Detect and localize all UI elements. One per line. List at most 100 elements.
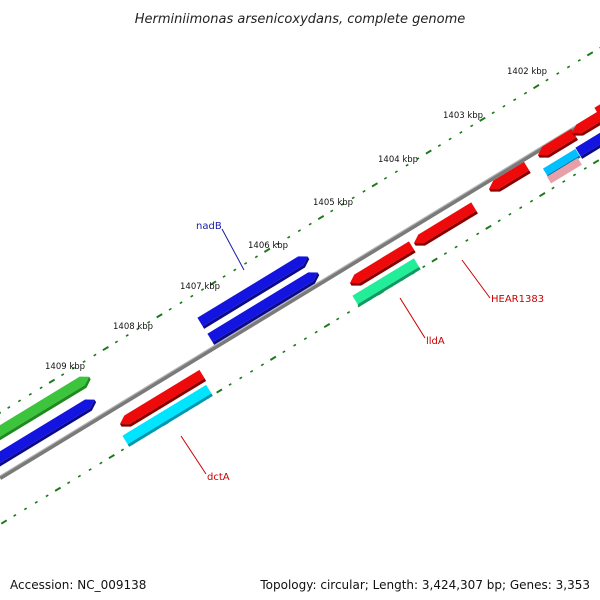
minor-tick	[168, 307, 172, 311]
minor-tick	[260, 363, 265, 367]
major-tick	[0, 519, 8, 525]
gene-red-dctA-upper[interactable]	[117, 369, 207, 431]
minor-tick	[562, 180, 566, 183]
major-tick	[210, 280, 217, 286]
minor-tick	[114, 340, 119, 344]
minor-tick	[529, 199, 534, 203]
gene-label-lldA[interactable]: lldA	[426, 336, 445, 347]
major-tick	[156, 313, 163, 319]
minor-tick	[523, 91, 528, 95]
minor-tick	[443, 252, 448, 255]
minor-tick	[551, 186, 555, 190]
major-tick	[317, 215, 325, 221]
major-tick	[108, 454, 115, 460]
gene-nadB-fwd[interactable]	[197, 252, 311, 329]
gene-pink-small[interactable]	[546, 157, 582, 184]
minor-tick	[405, 163, 409, 167]
gene-label-nadB[interactable]: nadB	[196, 221, 222, 232]
gene-green-fwd[interactable]	[0, 372, 93, 444]
minor-tick	[233, 268, 237, 272]
gene-label-dctA[interactable]: dctA	[207, 472, 230, 483]
major-tick	[54, 486, 62, 492]
minor-tick	[71, 366, 76, 370]
minor-tick	[276, 242, 280, 246]
gene-blue-edge[interactable]	[575, 132, 600, 159]
minor-tick	[308, 222, 312, 226]
minor-tick	[502, 104, 506, 108]
minor-tick	[228, 383, 232, 386]
minor-tick	[45, 494, 49, 498]
gene-blue-2[interactable]	[0, 395, 99, 469]
scale-label-1402: 1402 kbp	[507, 67, 547, 77]
scale-label-1407: 1407 kbp	[180, 282, 220, 292]
scale-label-1408: 1408 kbp	[113, 322, 153, 332]
major-tick	[431, 257, 438, 263]
gene-label-HEAR1383[interactable]: HEAR1383	[491, 294, 544, 305]
genome-backbone-highlight	[0, 110, 600, 477]
minor-tick	[77, 474, 82, 478]
major-tick	[263, 247, 271, 253]
minor-tick	[125, 334, 129, 337]
scale-label-1405: 1405 kbp	[313, 198, 353, 208]
minor-tick	[336, 317, 340, 321]
minor-tick	[465, 239, 469, 242]
minor-tick	[583, 167, 587, 170]
minor-tick	[416, 157, 420, 161]
minor-tick	[179, 301, 183, 305]
minor-tick	[93, 353, 97, 357]
minor-tick	[297, 229, 302, 233]
gene-red-rev-5[interactable]	[569, 107, 600, 140]
genome-title: Herminiimonas arsenicoxydans, complete g…	[135, 12, 465, 27]
minor-tick	[120, 448, 125, 452]
major-tick	[323, 323, 331, 329]
gene-red-rev-4[interactable]	[535, 128, 579, 162]
major-tick	[479, 116, 486, 122]
dctA-leader	[180, 435, 207, 475]
gene-dctA[interactable]	[122, 384, 213, 447]
minor-tick	[303, 337, 308, 341]
minor-tick	[287, 235, 291, 239]
minor-tick	[566, 65, 571, 69]
minor-tick	[545, 78, 549, 82]
HEAR1383-leader	[461, 259, 491, 299]
nadB-leader	[221, 228, 245, 271]
gene-nadB-2[interactable]	[207, 268, 321, 345]
major-tick	[371, 182, 379, 188]
accession-label: Accession: NC_009138	[10, 578, 147, 592]
major-tick	[269, 355, 277, 361]
minor-tick	[239, 376, 243, 380]
minor-tick	[88, 468, 92, 471]
minor-tick	[200, 288, 205, 291]
major-tick	[532, 84, 540, 90]
minor-tick	[254, 255, 259, 259]
minor-tick	[293, 343, 297, 347]
minor-tick	[454, 245, 458, 249]
minor-tick	[13, 514, 17, 517]
minor-tick	[437, 144, 442, 147]
outer-scale-ticks	[0, 46, 600, 414]
minor-tick	[572, 173, 577, 177]
gene-red-rev-2[interactable]	[411, 202, 478, 249]
gene-lldA[interactable]	[352, 258, 421, 307]
lldA-leader	[399, 297, 426, 339]
minor-tick	[190, 294, 194, 298]
minor-tick	[340, 203, 345, 206]
minor-tick	[17, 399, 22, 403]
minor-tick	[23, 507, 28, 511]
minor-tick	[136, 327, 140, 331]
minor-tick	[476, 232, 480, 236]
minor-tick	[34, 500, 38, 504]
major-tick	[102, 346, 109, 352]
gene-red-rev-1[interactable]	[347, 241, 416, 290]
minor-tick	[362, 189, 366, 193]
minor-tick	[422, 265, 426, 269]
inner-scale-ticks	[0, 159, 600, 525]
minor-tick	[147, 320, 151, 324]
minor-tick	[508, 212, 512, 216]
major-tick	[216, 388, 223, 394]
minor-tick	[60, 373, 65, 377]
minor-tick	[222, 275, 226, 278]
gene-red-rev-3[interactable]	[486, 161, 531, 196]
minor-tick	[330, 209, 334, 213]
minor-tick	[448, 137, 452, 141]
